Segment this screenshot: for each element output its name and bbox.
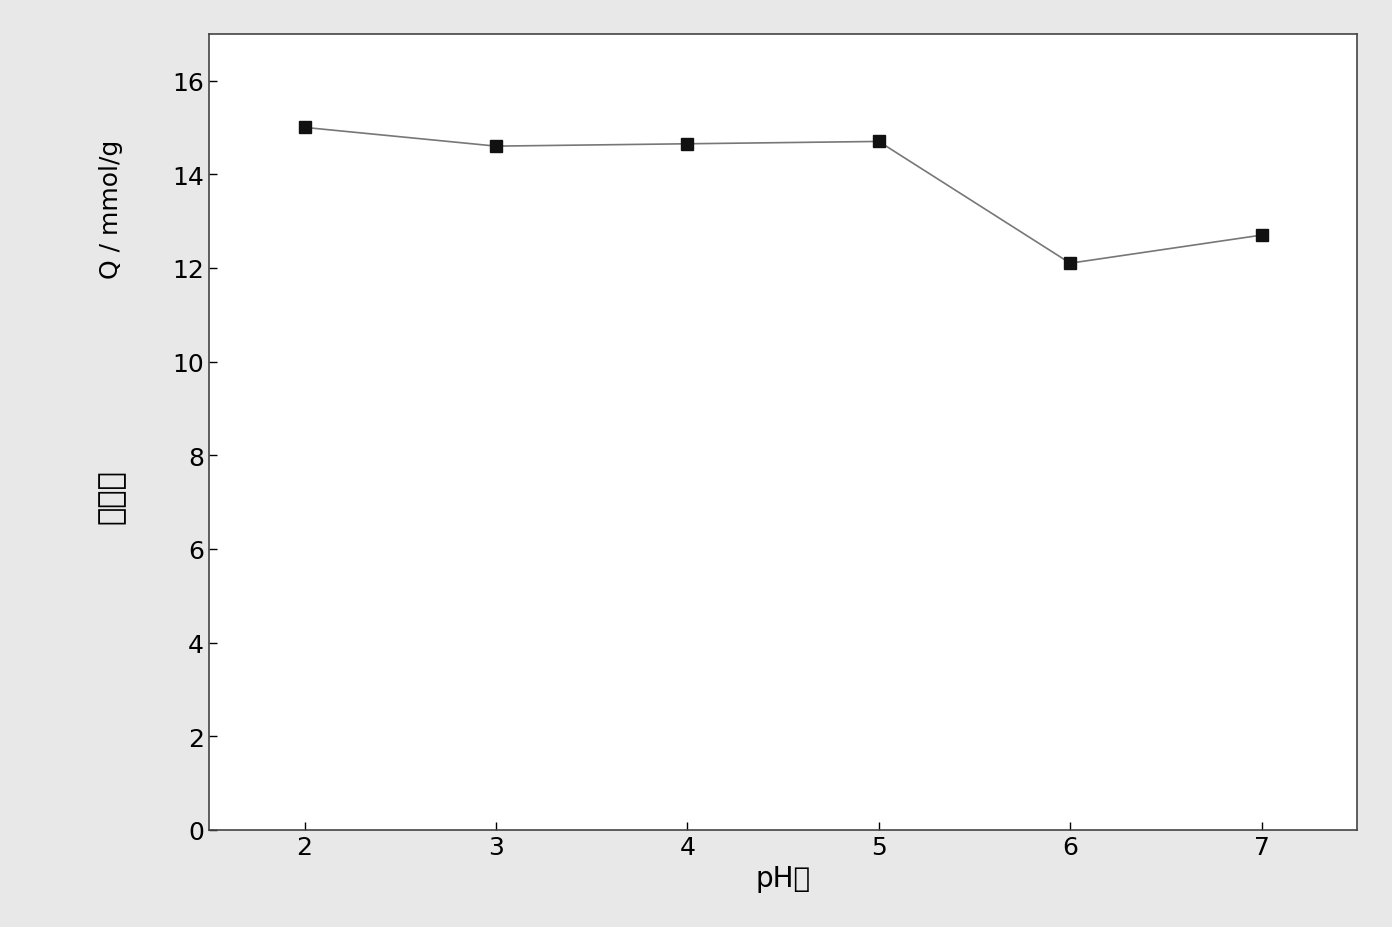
Text: 吸附量: 吸附量	[97, 469, 125, 524]
X-axis label: pH値: pH値	[756, 864, 810, 893]
Text: Q / mmol/g: Q / mmol/g	[99, 140, 124, 279]
